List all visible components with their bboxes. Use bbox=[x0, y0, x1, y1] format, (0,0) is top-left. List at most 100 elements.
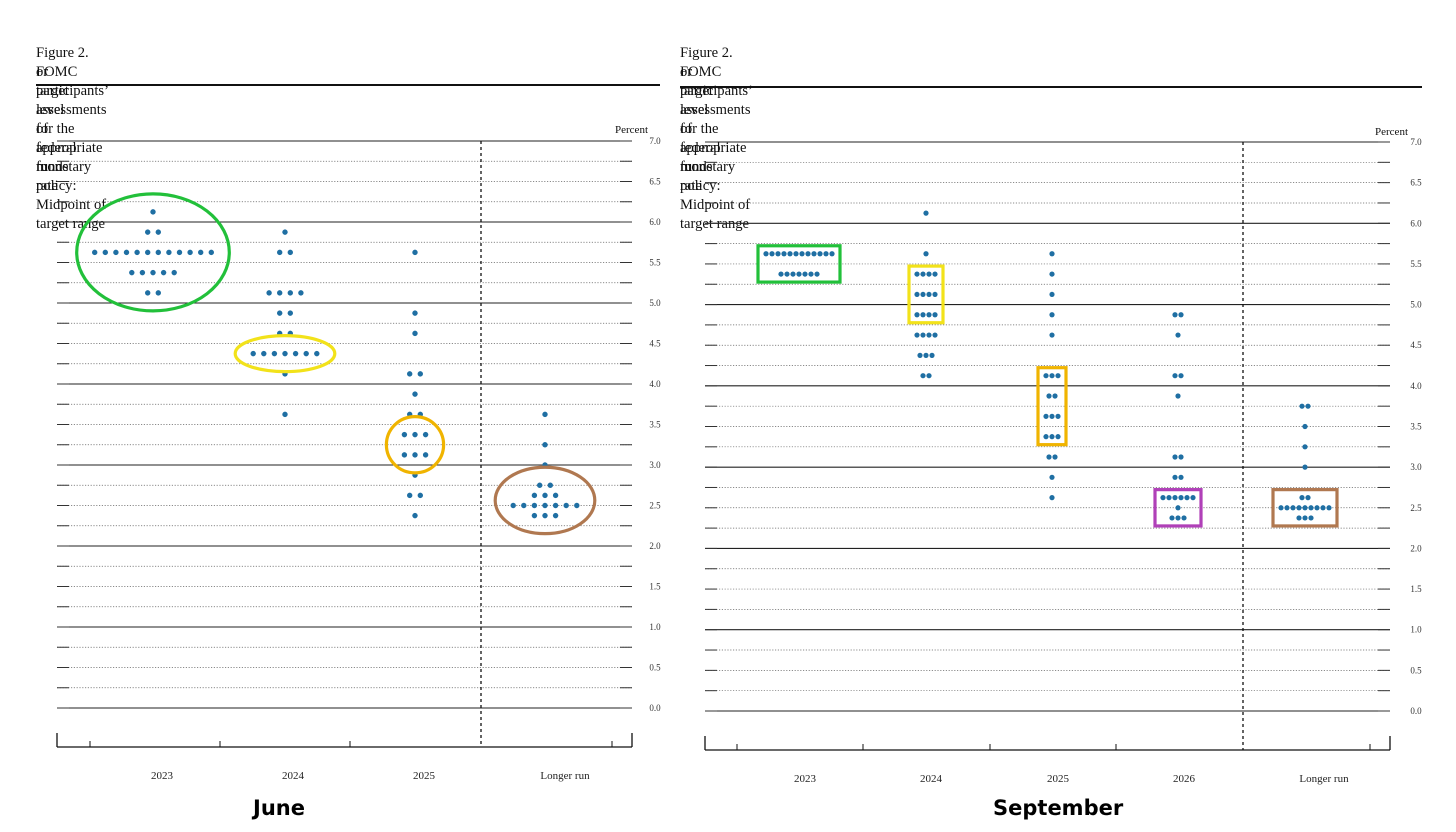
june-dot bbox=[198, 249, 204, 256]
september-y-tick-label: 5.5 bbox=[1410, 259, 1422, 269]
september-dot bbox=[1052, 393, 1058, 399]
september-dot bbox=[1055, 434, 1061, 440]
june-highlight-ellipse bbox=[493, 465, 597, 536]
september-dots bbox=[763, 210, 1332, 521]
june-dot bbox=[261, 350, 267, 357]
september-dot bbox=[932, 291, 938, 298]
june-dot bbox=[552, 502, 559, 509]
june-figure-title-line2: or target level for the federal funds ra… bbox=[36, 64, 77, 194]
september-dot bbox=[1169, 515, 1175, 521]
june-dot bbox=[166, 249, 172, 256]
june-x-category-label: 2025 bbox=[413, 770, 436, 782]
september-dot bbox=[914, 332, 920, 338]
september-dot bbox=[799, 251, 805, 257]
june-dot bbox=[129, 269, 135, 276]
september-dot bbox=[1049, 413, 1055, 419]
june-dot bbox=[102, 249, 109, 256]
september-dot bbox=[1299, 403, 1305, 409]
june-dot bbox=[292, 350, 299, 357]
june-dot bbox=[547, 482, 553, 488]
september-x-category-labels: 2023 2024 2025 2026 Longer run bbox=[794, 773, 1349, 785]
june-dot bbox=[298, 290, 304, 296]
september-dot bbox=[1172, 312, 1178, 318]
september-dot bbox=[1284, 505, 1290, 511]
june-dot bbox=[277, 310, 283, 316]
september-dot bbox=[1049, 312, 1055, 318]
september-dot bbox=[763, 251, 769, 257]
september-dot bbox=[926, 373, 932, 379]
september-dot bbox=[1160, 495, 1166, 501]
june-dot bbox=[407, 492, 413, 499]
june-dot bbox=[542, 492, 548, 499]
june-y-tick-label: 4.0 bbox=[649, 379, 661, 389]
september-dot bbox=[1305, 495, 1311, 501]
september-dot bbox=[1181, 515, 1187, 521]
september-dot bbox=[1175, 393, 1181, 399]
june-dot bbox=[287, 249, 293, 256]
june-dot bbox=[542, 442, 548, 448]
june-dot bbox=[155, 229, 161, 235]
september-dot bbox=[1302, 505, 1308, 511]
september-x-category-label: 2024 bbox=[920, 773, 943, 785]
june-y-tick-label: 2.0 bbox=[649, 541, 661, 551]
september-highlight-box bbox=[907, 264, 945, 325]
june-y-tick-label: 6.0 bbox=[649, 217, 661, 227]
june-dot bbox=[187, 249, 193, 256]
september-dot bbox=[1049, 373, 1055, 379]
september-x-category-label: Longer run bbox=[1299, 773, 1349, 785]
september-dot bbox=[805, 251, 811, 257]
june-dot bbox=[537, 482, 543, 488]
june-gridlines bbox=[57, 140, 632, 709]
june-dot bbox=[510, 502, 516, 509]
september-y-tick-label: 6.5 bbox=[1410, 178, 1422, 188]
september-highlight-box bbox=[1153, 488, 1203, 528]
june-dot bbox=[412, 330, 418, 337]
june-dot bbox=[145, 249, 151, 256]
september-dot bbox=[1302, 464, 1308, 470]
june-dot bbox=[150, 209, 156, 215]
september-y-tick-label: 0.5 bbox=[1410, 665, 1422, 675]
june-dot bbox=[282, 350, 288, 357]
september-title-rule bbox=[680, 86, 1422, 88]
june-x-axis bbox=[56, 733, 633, 748]
june-dot bbox=[277, 249, 283, 256]
september-y-tick-label: 4.0 bbox=[1410, 381, 1422, 391]
september-dot bbox=[1278, 505, 1284, 511]
june-dot bbox=[563, 502, 569, 509]
september-dot bbox=[914, 312, 920, 318]
june-dot bbox=[412, 452, 418, 458]
june-y-tick-label: 4.5 bbox=[649, 339, 661, 349]
september-dot bbox=[1043, 413, 1049, 419]
september-highlight-box bbox=[756, 244, 842, 284]
june-dot bbox=[412, 249, 418, 256]
june-dot bbox=[208, 249, 214, 256]
september-dot bbox=[1296, 515, 1302, 521]
september-dot bbox=[1299, 495, 1305, 501]
june-dot bbox=[422, 431, 429, 438]
september-dot bbox=[784, 271, 790, 277]
september-dot bbox=[1175, 505, 1181, 511]
september-dot bbox=[923, 251, 929, 257]
september-dot bbox=[1172, 474, 1178, 480]
june-dot bbox=[160, 269, 167, 276]
june-dot bbox=[303, 350, 309, 357]
june-dot bbox=[113, 249, 119, 256]
september-dot bbox=[926, 291, 932, 298]
june-dot bbox=[314, 350, 320, 357]
june-highlight-ellipse bbox=[75, 192, 231, 313]
september-dot bbox=[923, 210, 929, 216]
september-dot bbox=[917, 352, 923, 358]
september-dot bbox=[1178, 373, 1184, 379]
june-dot bbox=[412, 431, 418, 438]
september-y-tick-label: 4.5 bbox=[1410, 340, 1422, 350]
september-dot bbox=[926, 271, 932, 277]
september-dot bbox=[1172, 373, 1178, 379]
september-dot bbox=[817, 251, 823, 257]
june-dot bbox=[134, 249, 140, 256]
september-x-axis bbox=[704, 736, 1391, 751]
september-dot bbox=[1302, 444, 1308, 450]
september-dot bbox=[1172, 454, 1178, 460]
september-dot bbox=[1175, 515, 1181, 521]
june-dot bbox=[401, 431, 408, 438]
